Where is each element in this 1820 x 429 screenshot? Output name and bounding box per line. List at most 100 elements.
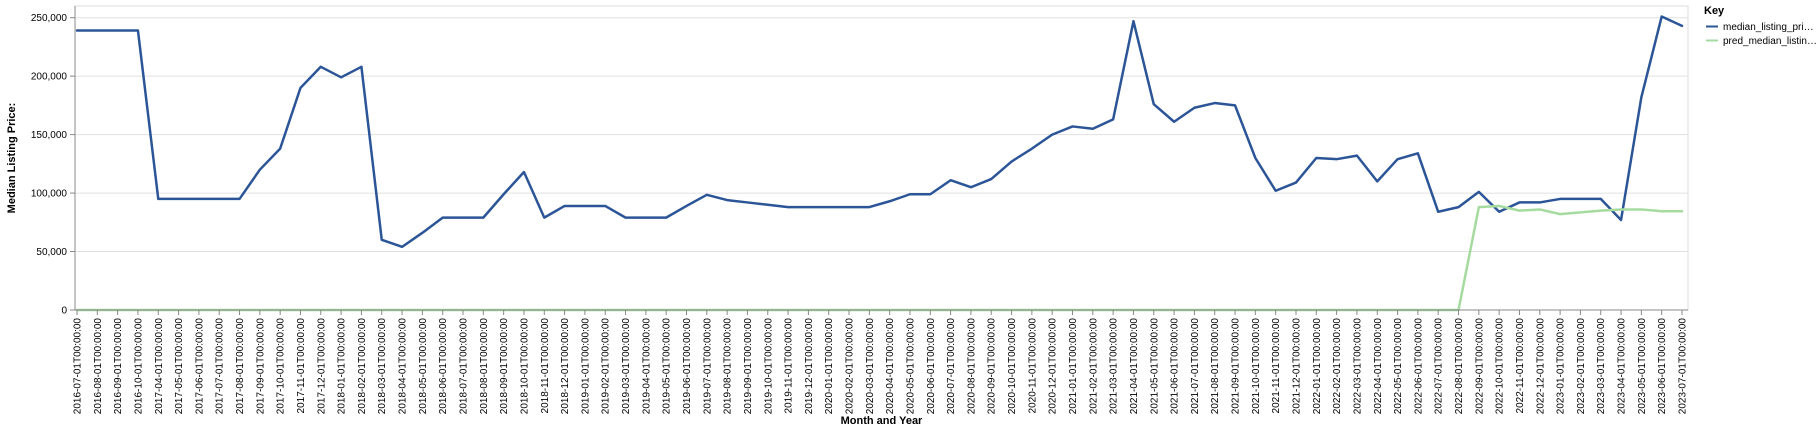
x-tick-label: 2020-10-01T00:00:00 <box>1007 318 1018 415</box>
x-tick-label: 2022-06-01T00:00:00 <box>1413 318 1424 415</box>
x-tick-label: 2020-01-01T00:00:00 <box>824 318 835 415</box>
x-tick-label: 2020-11-01T00:00:00 <box>1027 318 1038 414</box>
x-tick-label: 2018-11-01T00:00:00 <box>540 318 551 414</box>
x-tick-label: 2022-08-01T00:00:00 <box>1454 318 1465 415</box>
x-tick-label: 2022-12-01T00:00:00 <box>1535 318 1546 415</box>
x-tick-label: 2022-11-01T00:00:00 <box>1515 318 1526 414</box>
y-tick-label: 200,000 <box>31 72 68 83</box>
x-tick-label: 2020-09-01T00:00:00 <box>987 318 998 415</box>
x-tick-label: 2017-05-01T00:00:00 <box>174 318 185 415</box>
plot-frame <box>74 5 1689 311</box>
legend-items: median_listing_pri… pred_median_listin… <box>1706 22 1817 47</box>
x-tick-label: 2018-09-01T00:00:00 <box>499 318 510 415</box>
axes <box>74 6 1688 311</box>
legend: Key median_listing_pri… pred_median_listi… <box>1704 5 1817 47</box>
x-tick-label: 2022-03-01T00:00:00 <box>1352 318 1363 415</box>
x-tick-label: 2016-10-01T00:00:00 <box>133 318 144 415</box>
x-tick-label: 2021-02-01T00:00:00 <box>1088 318 1099 415</box>
x-tick-label: 2016-09-01T00:00:00 <box>113 318 124 415</box>
y-tick-label: 0 <box>61 306 67 317</box>
x-tick-label: 2016-08-01T00:00:00 <box>93 318 104 415</box>
x-tick-label: 2017-12-01T00:00:00 <box>316 318 327 415</box>
series-line-1 <box>75 15 1684 249</box>
x-tick-label: 2020-05-01T00:00:00 <box>905 318 916 415</box>
x-tick-label: 2022-07-01T00:00:00 <box>1434 318 1445 415</box>
series-lines <box>75 15 1684 312</box>
x-tick-label: 2017-11-01T00:00:00 <box>296 318 307 414</box>
x-tick-label: 2022-02-01T00:00:00 <box>1332 318 1343 415</box>
x-tick-label: 2023-02-01T00:00:00 <box>1576 318 1587 415</box>
x-tick-label: 2023-01-01T00:00:00 <box>1556 318 1567 415</box>
x-tick-label: 2022-01-01T00:00:00 <box>1312 318 1323 415</box>
x-tick-label: 2017-06-01T00:00:00 <box>194 318 205 415</box>
x-tick-label: 2018-08-01T00:00:00 <box>479 318 490 415</box>
x-tick-label: 2019-05-01T00:00:00 <box>662 318 673 415</box>
x-tick-label: 2023-03-01T00:00:00 <box>1596 318 1607 415</box>
x-tick-label: 2022-10-01T00:00:00 <box>1495 318 1506 415</box>
series-line-2 <box>75 204 1684 312</box>
x-tick-label: 2021-01-01T00:00:00 <box>1068 318 1079 415</box>
x-axis-ticks: 2016-07-01T00:00:00 2016-08-01T00:00:00 20… <box>73 310 1689 414</box>
legend-label: median_listing_pri… <box>1723 22 1814 33</box>
x-tick-label: 2021-05-01T00:00:00 <box>1149 318 1160 415</box>
x-tick-label: 2021-09-01T00:00:00 <box>1231 318 1242 415</box>
legend-label: pred_median_listin… <box>1723 36 1817 47</box>
x-tick-label: 2019-01-01T00:00:00 <box>580 318 591 415</box>
x-tick-label: 2019-03-01T00:00:00 <box>621 318 632 415</box>
x-tick-label: 2019-08-01T00:00:00 <box>723 318 734 415</box>
x-tick-label: 2018-07-01T00:00:00 <box>459 318 470 415</box>
x-tick-label: 2017-07-01T00:00:00 <box>215 318 226 415</box>
x-tick-label: 2016-07-01T00:00:00 <box>73 318 84 415</box>
x-tick-label: 2021-08-01T00:00:00 <box>1210 318 1221 415</box>
x-tick-label: 2023-05-01T00:00:00 <box>1637 318 1648 415</box>
x-tick-label: 2019-04-01T00:00:00 <box>641 318 652 415</box>
x-tick-label: 2023-07-01T00:00:00 <box>1678 318 1689 415</box>
x-tick-label: 2018-01-01T00:00:00 <box>337 318 348 415</box>
y-tick-label: 250,000 <box>31 13 68 24</box>
x-tick-label: 2019-09-01T00:00:00 <box>743 318 754 415</box>
x-tick-label: 2023-06-01T00:00:00 <box>1657 318 1668 415</box>
y-tick-label: 50,000 <box>36 247 67 258</box>
x-tick-label: 2020-08-01T00:00:00 <box>966 318 977 415</box>
x-tick-label: 2022-04-01T00:00:00 <box>1373 318 1384 415</box>
x-tick-label: 2021-11-01T00:00:00 <box>1271 318 1282 414</box>
x-tick-label: 2019-07-01T00:00:00 <box>702 318 713 415</box>
x-tick-label: 2020-02-01T00:00:00 <box>845 318 856 415</box>
x-tick-label: 2019-10-01T00:00:00 <box>763 318 774 415</box>
x-tick-label: 2021-03-01T00:00:00 <box>1109 318 1120 415</box>
x-tick-label: 2020-07-01T00:00:00 <box>946 318 957 415</box>
x-tick-label: 2018-12-01T00:00:00 <box>560 318 571 415</box>
x-tick-label: 2020-12-01T00:00:00 <box>1048 318 1059 415</box>
x-tick-label: 2017-08-01T00:00:00 <box>235 318 246 415</box>
y-axis-ticks: 0 50,000 100,000 150,000 200,000 250,000 <box>31 13 75 317</box>
x-tick-label: 2023-04-01T00:00:00 <box>1617 318 1628 415</box>
x-tick-label: 2021-10-01T00:00:00 <box>1251 318 1262 415</box>
x-tick-label: 2019-06-01T00:00:00 <box>682 318 693 415</box>
x-tick-label: 2021-12-01T00:00:00 <box>1291 318 1302 415</box>
gridlines <box>75 17 1688 311</box>
x-tick-label: 2018-03-01T00:00:00 <box>377 318 388 415</box>
x-tick-label: 2020-06-01T00:00:00 <box>926 318 937 415</box>
x-tick-label: 2017-10-01T00:00:00 <box>276 318 287 415</box>
y-tick-label: 100,000 <box>31 189 68 200</box>
x-tick-label: 2021-06-01T00:00:00 <box>1170 318 1181 415</box>
x-tick-label: 2018-04-01T00:00:00 <box>398 318 409 415</box>
legend-title: Key <box>1704 5 1725 17</box>
x-tick-label: 2019-02-01T00:00:00 <box>601 318 612 415</box>
x-axis-title: Month and Year <box>841 415 923 427</box>
x-tick-label: 2018-10-01T00:00:00 <box>519 318 530 415</box>
x-tick-label: 2017-04-01T00:00:00 <box>154 318 165 415</box>
y-axis-title: Median Listing Price: <box>6 103 18 214</box>
x-tick-label: 2018-06-01T00:00:00 <box>438 318 449 415</box>
x-tick-label: 2019-12-01T00:00:00 <box>804 318 815 415</box>
y-tick-label: 150,000 <box>31 130 68 141</box>
x-tick-label: 2022-05-01T00:00:00 <box>1393 318 1404 415</box>
x-tick-label: 2021-04-01T00:00:00 <box>1129 318 1140 415</box>
x-tick-label: 2022-09-01T00:00:00 <box>1474 318 1485 415</box>
x-tick-label: 2017-09-01T00:00:00 <box>255 318 266 415</box>
x-tick-label: 2019-11-01T00:00:00 <box>784 318 795 414</box>
x-tick-label: 2020-03-01T00:00:00 <box>865 318 876 415</box>
x-tick-label: 2018-02-01T00:00:00 <box>357 318 368 415</box>
